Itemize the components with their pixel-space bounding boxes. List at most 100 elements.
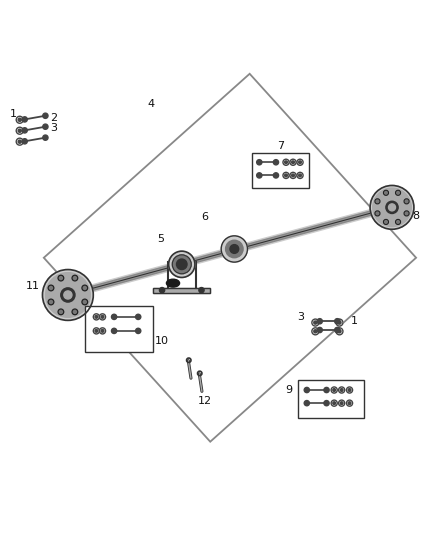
Circle shape bbox=[74, 310, 76, 313]
Text: 5: 5 bbox=[157, 234, 164, 244]
Circle shape bbox=[111, 328, 117, 334]
Circle shape bbox=[177, 259, 187, 270]
Text: 2: 2 bbox=[50, 112, 57, 123]
Circle shape bbox=[389, 204, 396, 211]
Circle shape bbox=[384, 190, 389, 195]
Text: 9: 9 bbox=[286, 385, 293, 395]
Circle shape bbox=[304, 387, 310, 393]
Bar bbox=[252, 152, 309, 188]
Circle shape bbox=[348, 402, 351, 405]
Circle shape bbox=[169, 251, 195, 278]
Ellipse shape bbox=[166, 279, 180, 287]
Text: 7: 7 bbox=[277, 141, 284, 151]
Circle shape bbox=[396, 220, 400, 224]
Circle shape bbox=[18, 129, 21, 132]
Circle shape bbox=[16, 138, 23, 145]
Circle shape bbox=[82, 299, 88, 305]
Text: 3: 3 bbox=[50, 123, 57, 133]
Circle shape bbox=[336, 319, 343, 326]
Circle shape bbox=[317, 327, 322, 333]
Circle shape bbox=[61, 288, 75, 302]
Circle shape bbox=[339, 387, 345, 393]
Circle shape bbox=[48, 299, 54, 305]
Circle shape bbox=[404, 199, 409, 204]
Circle shape bbox=[64, 291, 72, 299]
Circle shape bbox=[375, 199, 380, 204]
Text: 8: 8 bbox=[413, 211, 420, 221]
Circle shape bbox=[226, 240, 243, 258]
Circle shape bbox=[285, 161, 287, 164]
Circle shape bbox=[333, 402, 336, 405]
Bar bbox=[298, 381, 364, 418]
Circle shape bbox=[22, 117, 27, 122]
Circle shape bbox=[283, 159, 289, 165]
Circle shape bbox=[72, 309, 78, 314]
Circle shape bbox=[46, 272, 90, 317]
Circle shape bbox=[335, 327, 340, 333]
Circle shape bbox=[338, 321, 341, 324]
Circle shape bbox=[43, 124, 48, 130]
Text: 12: 12 bbox=[198, 397, 212, 406]
Circle shape bbox=[331, 387, 337, 393]
Text: 6: 6 bbox=[201, 212, 208, 222]
Circle shape bbox=[111, 314, 117, 319]
Circle shape bbox=[290, 159, 296, 165]
Circle shape bbox=[101, 329, 104, 332]
Bar bbox=[153, 287, 210, 293]
Circle shape bbox=[331, 400, 337, 406]
Circle shape bbox=[16, 127, 23, 134]
Circle shape bbox=[385, 221, 387, 223]
Circle shape bbox=[292, 161, 294, 164]
Circle shape bbox=[58, 309, 64, 314]
Circle shape bbox=[312, 328, 319, 335]
Text: 3: 3 bbox=[297, 312, 304, 322]
Circle shape bbox=[376, 200, 379, 203]
Circle shape bbox=[370, 185, 414, 229]
Circle shape bbox=[136, 328, 141, 334]
Circle shape bbox=[340, 402, 343, 405]
Circle shape bbox=[257, 173, 262, 178]
Circle shape bbox=[22, 139, 27, 144]
Text: 10: 10 bbox=[155, 336, 169, 346]
Text: 11: 11 bbox=[26, 281, 40, 291]
Circle shape bbox=[257, 159, 262, 165]
Circle shape bbox=[159, 287, 165, 293]
Circle shape bbox=[297, 172, 303, 179]
Circle shape bbox=[297, 159, 303, 165]
Circle shape bbox=[93, 328, 99, 334]
Circle shape bbox=[290, 172, 296, 179]
Circle shape bbox=[299, 174, 301, 177]
Circle shape bbox=[317, 319, 322, 324]
Circle shape bbox=[60, 310, 62, 313]
Circle shape bbox=[338, 330, 341, 333]
Circle shape bbox=[346, 387, 353, 393]
Circle shape bbox=[405, 200, 408, 203]
Circle shape bbox=[384, 220, 389, 224]
Circle shape bbox=[43, 113, 48, 118]
Circle shape bbox=[18, 140, 21, 143]
Circle shape bbox=[396, 190, 400, 195]
Circle shape bbox=[385, 191, 387, 194]
Circle shape bbox=[376, 212, 379, 215]
Circle shape bbox=[60, 277, 62, 280]
Circle shape bbox=[230, 245, 239, 253]
Circle shape bbox=[95, 316, 98, 318]
Circle shape bbox=[199, 287, 204, 293]
Circle shape bbox=[283, 172, 289, 179]
Circle shape bbox=[221, 236, 247, 262]
Bar bbox=[85, 306, 153, 352]
Text: 1: 1 bbox=[350, 316, 357, 326]
Circle shape bbox=[136, 314, 141, 319]
Circle shape bbox=[49, 301, 53, 303]
Circle shape bbox=[95, 329, 98, 332]
Circle shape bbox=[83, 286, 86, 289]
Circle shape bbox=[397, 221, 399, 223]
Circle shape bbox=[93, 314, 99, 320]
Circle shape bbox=[335, 319, 340, 324]
Circle shape bbox=[324, 387, 329, 393]
Circle shape bbox=[405, 212, 408, 215]
Circle shape bbox=[99, 314, 106, 320]
Circle shape bbox=[58, 275, 64, 281]
Circle shape bbox=[373, 188, 411, 227]
Circle shape bbox=[43, 135, 48, 140]
